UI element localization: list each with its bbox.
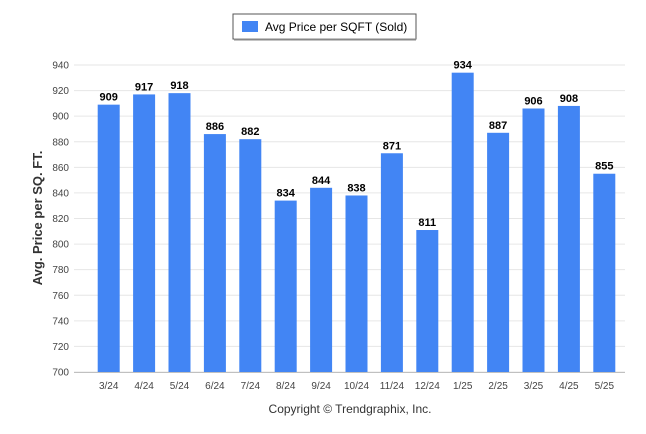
bar-11-24[interactable] bbox=[380, 153, 403, 372]
bar-3-24[interactable] bbox=[97, 104, 120, 372]
data-label: 908 bbox=[560, 93, 578, 105]
x-tick-label: 6/24 bbox=[205, 381, 225, 392]
x-tick-label: 8/24 bbox=[276, 381, 296, 392]
bar-6-24[interactable] bbox=[203, 134, 226, 372]
x-tick-label: 5/24 bbox=[170, 381, 190, 392]
bar-4-24[interactable] bbox=[133, 94, 156, 372]
x-tick-label: 3/24 bbox=[99, 381, 119, 392]
y-tick-label: 900 bbox=[52, 112, 69, 123]
x-tick-label: 3/25 bbox=[524, 381, 544, 392]
x-tick-label: 12/24 bbox=[415, 381, 440, 392]
y-tick-label: 700 bbox=[52, 368, 69, 379]
data-label: 838 bbox=[347, 182, 365, 194]
y-tick-label: 720 bbox=[52, 342, 69, 353]
y-tick-label: 880 bbox=[52, 137, 69, 148]
y-tick-label: 860 bbox=[52, 163, 69, 174]
x-tick-label: 10/24 bbox=[344, 381, 369, 392]
bar-7-24[interactable] bbox=[239, 139, 262, 372]
data-label: 886 bbox=[206, 121, 224, 133]
data-label: 871 bbox=[383, 140, 401, 152]
x-tick-label: 7/24 bbox=[241, 381, 261, 392]
data-label: 934 bbox=[454, 60, 473, 72]
data-label: 855 bbox=[595, 161, 613, 173]
bar-4-25[interactable] bbox=[557, 105, 580, 372]
bar-8-24[interactable] bbox=[274, 200, 297, 372]
y-tick-label: 760 bbox=[52, 291, 69, 302]
x-tick-label: 4/24 bbox=[134, 381, 154, 392]
bar-9-24[interactable] bbox=[310, 187, 333, 372]
x-tick-label: 5/25 bbox=[595, 381, 615, 392]
data-label: 918 bbox=[170, 80, 188, 92]
y-tick-label: 940 bbox=[52, 61, 69, 72]
bar-10-24[interactable] bbox=[345, 195, 368, 372]
y-tick-label: 780 bbox=[52, 265, 69, 276]
data-label: 887 bbox=[489, 120, 507, 132]
y-tick-label: 920 bbox=[52, 86, 69, 97]
legend-swatch bbox=[242, 21, 258, 32]
data-label: 834 bbox=[277, 188, 296, 200]
y-tick-label: 820 bbox=[52, 214, 69, 225]
y-axis-ticks: 700 720 740 760 780 800 820 840 860 880 900 920 940 bbox=[52, 61, 69, 379]
y-tick-label: 840 bbox=[52, 188, 69, 199]
x-tick-label: 11/24 bbox=[380, 381, 405, 392]
bar-5-24[interactable] bbox=[168, 93, 191, 373]
x-tick-label: 2/25 bbox=[488, 381, 508, 392]
bars bbox=[97, 72, 616, 373]
legend-label: Avg Price per SQFT (Sold) bbox=[265, 20, 407, 34]
y-tick-label: 740 bbox=[52, 316, 69, 327]
bar-5-25[interactable] bbox=[593, 173, 616, 372]
copyright-text: Copyright © Trendgraphix, Inc. bbox=[269, 402, 432, 416]
data-label: 917 bbox=[135, 81, 153, 93]
data-label: 811 bbox=[418, 217, 436, 229]
x-tick-label: 1/25 bbox=[453, 381, 473, 392]
data-label: 844 bbox=[312, 175, 331, 187]
legend[interactable]: Avg Price per SQFT (Sold) bbox=[232, 13, 417, 41]
x-tick-label: 4/25 bbox=[559, 381, 579, 392]
y-axis-title: Avg. Price per SQ. FT. bbox=[30, 151, 45, 286]
bar-3-25[interactable] bbox=[522, 108, 545, 372]
data-labels: 909 917 918 886 882 834 844 838 871 811 934 887 906 9… bbox=[100, 60, 614, 229]
bar-1-25[interactable] bbox=[451, 72, 474, 373]
y-tick-label: 800 bbox=[52, 240, 69, 251]
legend-box bbox=[232, 13, 417, 40]
x-tick-label: 9/24 bbox=[311, 381, 331, 392]
data-label: 909 bbox=[100, 92, 118, 104]
bar-2-25[interactable] bbox=[487, 132, 510, 372]
data-label: 882 bbox=[241, 126, 259, 138]
data-label: 906 bbox=[524, 95, 542, 107]
bar-12-24[interactable] bbox=[416, 230, 439, 372]
x-axis-ticks: 3/24 4/24 5/24 6/24 7/24 8/24 9/24 10/24 11/24 12… bbox=[99, 381, 615, 392]
